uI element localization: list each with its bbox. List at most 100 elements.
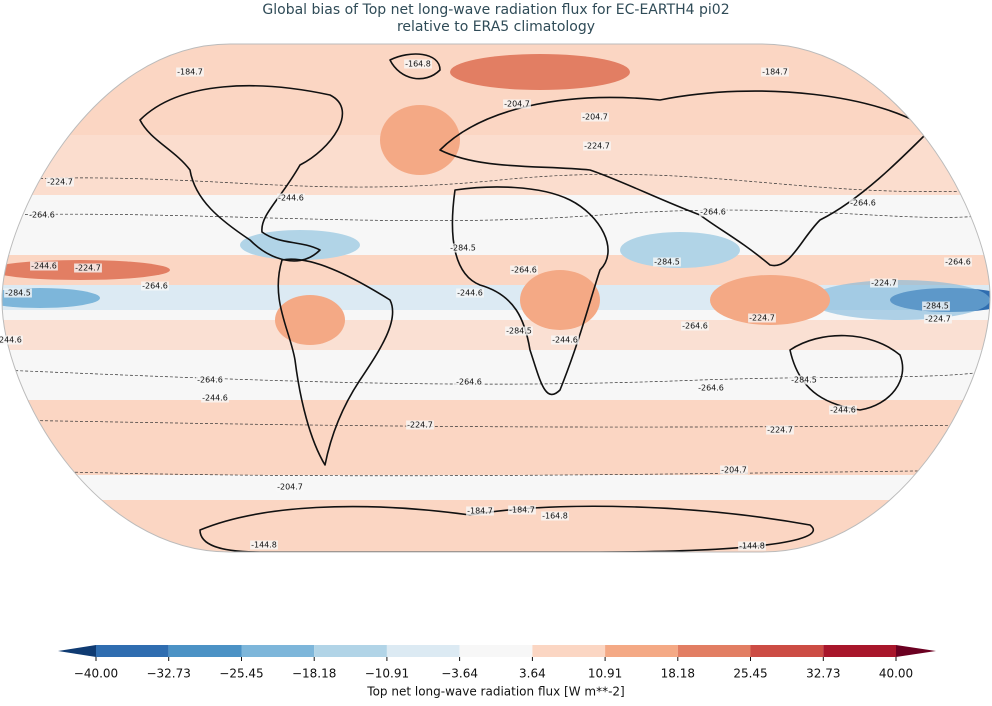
contour-label-bg [541, 511, 569, 521]
contour-label-bg [738, 541, 766, 551]
contour-label-bg [849, 198, 877, 208]
colorbar-bin [459, 645, 533, 657]
colorbar-label: Top net long-wave radiation flux [W m**-… [366, 685, 624, 699]
contour-label: -224.7 [871, 279, 897, 288]
contour-label-bg [790, 375, 818, 385]
map [2, 44, 991, 552]
contour-label-bg [46, 177, 74, 187]
colorbar-bin [823, 645, 896, 657]
contour-label: -284.5 [506, 327, 532, 336]
contour-label: -244.6 [552, 336, 578, 345]
contour-label-bg [141, 281, 169, 291]
contour-label: -264.6 [29, 211, 55, 220]
contour-label: -284.5 [654, 258, 680, 267]
contour-label-bg [503, 99, 531, 109]
contour-label-bg [508, 505, 536, 515]
colorbar-tick-label: 18.18 [661, 667, 695, 681]
colorbar-bin [168, 645, 242, 657]
contour-label-bg [944, 257, 972, 267]
colorbar-tick-label: 32.73 [806, 667, 840, 681]
title-line: Global bias of Top net long-wave radiati… [262, 2, 729, 18]
colorbar-tick-label: 40.00 [879, 667, 913, 681]
contour-label-bg [250, 540, 278, 550]
colorbar-tick-label: −40.00 [74, 667, 118, 681]
contour-label-bg [510, 265, 538, 275]
contour-label: -244.6 [202, 394, 228, 403]
contour-label: -224.7 [584, 142, 610, 151]
contour-label-bg [653, 257, 681, 267]
colorbar-bin [314, 645, 387, 657]
colorbar-tick-label: 10.91 [588, 667, 622, 681]
contour-label: -184.7 [509, 506, 535, 515]
contour-label: -224.7 [75, 264, 101, 273]
colorbar-bin [677, 645, 751, 657]
colorbar-tick-label: −32.73 [146, 667, 190, 681]
contour-label: -204.7 [504, 100, 530, 109]
contour-label-bg [196, 375, 224, 385]
contour-label-bg [766, 425, 794, 435]
contour-label-bg [505, 326, 533, 336]
contour-label: -284.5 [791, 376, 817, 385]
colorbar-extend-min [58, 645, 96, 657]
contour-label: -144.8 [739, 542, 765, 551]
contour-label-bg [681, 321, 709, 331]
colorbar-bin [532, 645, 606, 657]
colorbar-tick-label: −3.64 [441, 667, 478, 681]
contour-label-bg [720, 465, 748, 475]
title-line: relative to ERA5 climatology [397, 19, 595, 35]
contour-label-bg [276, 482, 304, 492]
contour-label-bg [456, 288, 484, 298]
colorbar-bin [241, 645, 315, 657]
contour-label: -284.5 [923, 302, 949, 311]
colorbar-tick-label: 25.45 [733, 667, 767, 681]
contour-label: -264.6 [698, 384, 724, 393]
contour-label: -244.6 [31, 262, 57, 271]
colorbar-extend-max [896, 645, 936, 657]
contour-label-bg [761, 67, 789, 77]
contour-label-bg [201, 393, 229, 403]
contour-label-bg [697, 383, 725, 393]
colorbar-tick-label: −10.91 [365, 667, 409, 681]
contour-label-bg [748, 313, 776, 323]
colorbar-tick-label: −18.18 [292, 667, 336, 681]
contour-label: -164.8 [405, 60, 431, 69]
contour-label: -244.6 [830, 406, 856, 415]
contour-label: -184.7 [467, 507, 493, 516]
colorbar-tick-label: −25.45 [219, 667, 263, 681]
colorbar-bin [96, 645, 169, 657]
contour-label: -264.6 [682, 322, 708, 331]
contour-label: -244.6 [0, 336, 22, 345]
contour-label-bg [406, 420, 434, 430]
contour-label: -264.6 [700, 208, 726, 217]
contour-label-bg [466, 506, 494, 516]
contour-label: -184.7 [177, 68, 203, 77]
contour-label-bg [449, 243, 477, 253]
contour-label-bg [28, 210, 56, 220]
contour-label: -244.6 [278, 194, 304, 203]
contour-label: -264.6 [142, 282, 168, 291]
contour-label-bg [551, 335, 579, 345]
contour-label: -144.8 [251, 541, 277, 550]
contour-label: -264.6 [197, 376, 223, 385]
contour-label-bg [870, 278, 898, 288]
contour-label-bg [74, 263, 102, 273]
colorbar-bin [386, 645, 460, 657]
contour-label-bg [0, 335, 23, 345]
contour-label: -264.6 [456, 378, 482, 387]
contour-label-bg [455, 377, 483, 387]
contour-label: -244.6 [457, 289, 483, 298]
contour-label: -204.7 [277, 483, 303, 492]
map-border [1, 43, 991, 553]
contour-label: -224.7 [925, 315, 951, 324]
contour-label: -264.6 [511, 266, 537, 275]
contour-label-bg [924, 314, 952, 324]
contour-label: -204.7 [721, 466, 747, 475]
contour-label-bg [922, 301, 950, 311]
contour-label: -284.5 [450, 244, 476, 253]
contour-label-bg [30, 261, 58, 271]
contour-label-bg [277, 193, 305, 203]
contour-label-bg [176, 67, 204, 77]
contour-label: -184.7 [762, 68, 788, 77]
contour-label-bg [583, 141, 611, 151]
